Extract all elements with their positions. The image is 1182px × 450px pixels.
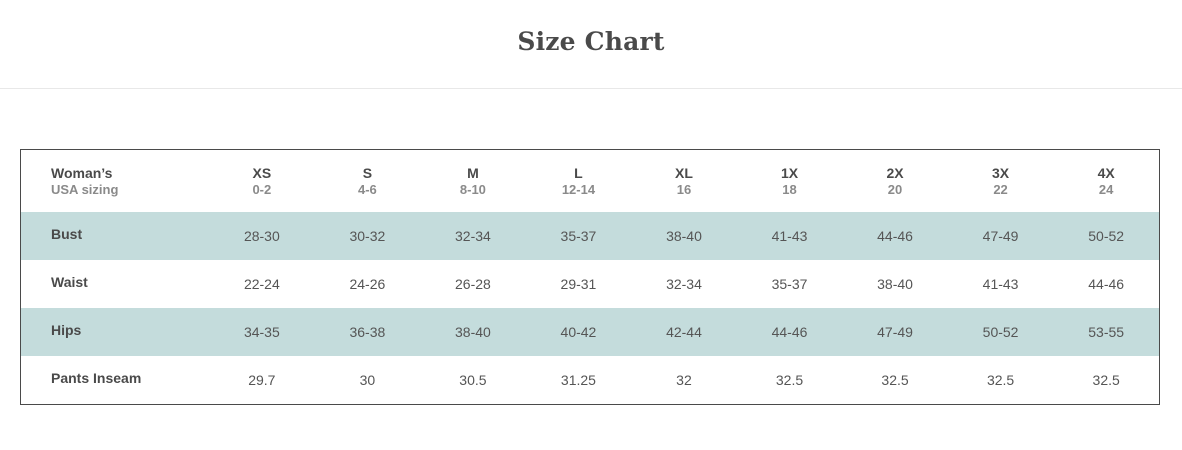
- table-cell: 32.5: [775, 372, 804, 388]
- table-cell: 24-26: [349, 276, 386, 292]
- size-name: XL: [675, 164, 693, 181]
- table-cell: 41-43: [982, 276, 1019, 292]
- size-name: 1X: [780, 164, 799, 181]
- table-cell: 29.7: [248, 372, 276, 388]
- page-title: Size Chart: [517, 26, 665, 56]
- size-column-header: M 8-10: [420, 150, 526, 212]
- table-cell: 38-40: [666, 228, 702, 244]
- row-label: Pants Inseam: [51, 370, 142, 386]
- size-range: 18: [782, 181, 797, 197]
- size-name: 3X: [992, 164, 1010, 181]
- table-cell: 22-24: [243, 276, 280, 292]
- size-range: 0-2: [252, 181, 272, 197]
- table-cell: 47-49: [877, 324, 913, 340]
- table-cell: 29-31: [560, 276, 597, 292]
- size-name: S: [362, 164, 373, 181]
- size-chart-table-container: Woman’s USA sizing XS 0-2 S 4-6 M 8-10 L: [20, 149, 1160, 405]
- table-cell: 40-42: [560, 324, 597, 340]
- size-name: 4X: [1097, 164, 1115, 181]
- table-row-pants-inseam: Pants Inseam 29.7 30 30.5 31.25 32 32.5 …: [21, 356, 1159, 404]
- size-column-header: L 12-14: [526, 150, 632, 212]
- table-cell: 35-37: [771, 276, 808, 292]
- size-column-header: 2X 20: [842, 150, 948, 212]
- size-column-header: XS 0-2: [209, 150, 315, 212]
- size-column-header: 4X 24: [1053, 150, 1159, 212]
- table-cell: 34-35: [243, 324, 280, 340]
- table-row-bust: Bust 28-30 30-32 32-34 35-37 38-40 41-43…: [21, 212, 1159, 260]
- table-cell: 32.5: [1092, 372, 1120, 388]
- table-cell: 44-46: [1088, 276, 1125, 292]
- size-chart-table: Woman’s USA sizing XS 0-2 S 4-6 M 8-10 L: [21, 150, 1159, 404]
- header-label: Woman’s: [51, 164, 113, 181]
- table-cell: 53-55: [1088, 324, 1125, 340]
- size-name: M: [467, 164, 479, 181]
- table-cell: 44-46: [771, 324, 808, 340]
- size-column-header: XL 16: [631, 150, 737, 212]
- table-cell: 28-30: [243, 228, 280, 244]
- table-cell: 42-44: [666, 324, 702, 340]
- table-cell: 41-43: [771, 228, 808, 244]
- table-row-hips: Hips 34-35 36-38 38-40 40-42 42-44 44-46…: [21, 308, 1159, 356]
- header-label-cell: Woman’s USA sizing: [21, 150, 209, 212]
- size-range: 4-6: [357, 181, 377, 197]
- header-sublabel: USA sizing: [51, 181, 119, 197]
- table-cell: 50-52: [982, 324, 1019, 340]
- size-range: 20: [887, 181, 903, 197]
- table-cell: 32: [676, 372, 692, 388]
- row-label: Bust: [51, 226, 83, 242]
- size-range: 16: [676, 181, 692, 197]
- size-range: 24: [1098, 181, 1114, 197]
- size-range: 12-14: [561, 181, 596, 197]
- table-cell: 44-46: [877, 228, 913, 244]
- size-name: L: [574, 164, 583, 181]
- size-range: 22: [993, 181, 1008, 197]
- table-cell: 35-37: [560, 228, 597, 244]
- size-column-header: 3X 22: [948, 150, 1054, 212]
- table-cell: 30: [359, 372, 376, 388]
- table-cell: 38-40: [877, 276, 913, 292]
- table-cell: 32.5: [986, 372, 1015, 388]
- table-row-waist: Waist 22-24 24-26 26-28 29-31 32-34 35-3…: [21, 260, 1159, 308]
- size-name: 2X: [886, 164, 904, 181]
- title-divider: [0, 88, 1182, 89]
- size-name: XS: [252, 164, 272, 181]
- table-cell: 31.25: [560, 372, 596, 388]
- table-cell: 47-49: [982, 228, 1019, 244]
- row-label: Hips: [51, 322, 82, 338]
- row-label: Waist: [51, 274, 88, 290]
- table-cell: 36-38: [349, 324, 386, 340]
- table-cell: 26-28: [455, 276, 491, 292]
- table-cell: 38-40: [455, 324, 491, 340]
- table-cell: 32-34: [455, 228, 491, 244]
- size-range: 8-10: [459, 181, 486, 197]
- table-cell: 32-34: [666, 276, 702, 292]
- table-cell: 50-52: [1088, 228, 1125, 244]
- table-cell: 30.5: [459, 372, 487, 388]
- size-column-header: 1X 18: [737, 150, 843, 212]
- table-cell: 30-32: [349, 228, 386, 244]
- table-cell: 32.5: [881, 372, 909, 388]
- table-header-row: Woman’s USA sizing XS 0-2 S 4-6 M 8-10 L: [21, 150, 1159, 212]
- size-column-header: S 4-6: [315, 150, 421, 212]
